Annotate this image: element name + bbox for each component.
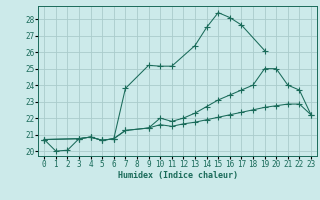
X-axis label: Humidex (Indice chaleur): Humidex (Indice chaleur) [118,171,238,180]
